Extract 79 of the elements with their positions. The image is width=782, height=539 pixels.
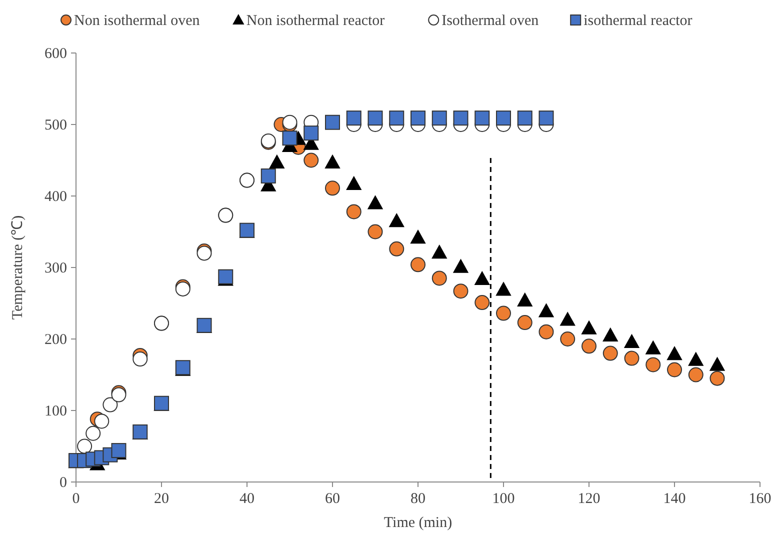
point xyxy=(368,110,383,126)
point xyxy=(260,168,276,184)
point xyxy=(688,367,704,382)
x-tick-label: 0 xyxy=(72,491,80,507)
point xyxy=(560,332,576,346)
point xyxy=(432,244,447,259)
point xyxy=(94,414,110,429)
x-tick-label: 20 xyxy=(154,491,169,507)
point xyxy=(474,110,490,126)
point xyxy=(496,110,511,126)
point xyxy=(325,114,340,130)
point xyxy=(432,270,447,286)
point xyxy=(282,130,298,146)
point xyxy=(517,110,532,126)
y-tick-label: 100 xyxy=(44,404,67,420)
x-tick-label: 60 xyxy=(325,491,340,507)
point xyxy=(346,110,362,126)
point xyxy=(496,282,511,296)
point xyxy=(517,315,532,330)
point xyxy=(269,154,284,168)
x-tick-label: 160 xyxy=(748,491,772,507)
point xyxy=(496,306,511,321)
point xyxy=(304,126,319,141)
y-tick-label: 0 xyxy=(60,475,67,491)
point xyxy=(517,292,532,306)
point xyxy=(410,110,426,126)
point xyxy=(346,176,362,190)
point xyxy=(710,370,725,386)
point xyxy=(410,257,426,272)
point xyxy=(368,224,383,240)
point xyxy=(389,214,404,228)
point xyxy=(602,346,618,361)
point xyxy=(646,340,661,354)
point xyxy=(667,362,682,378)
point xyxy=(624,350,640,366)
point xyxy=(538,304,554,318)
point xyxy=(582,338,596,354)
point xyxy=(624,334,640,348)
x-tick-label: 40 xyxy=(240,491,254,507)
point xyxy=(325,180,340,196)
x-tick-label: 100 xyxy=(492,491,515,507)
point xyxy=(538,324,554,340)
point xyxy=(474,271,490,286)
point xyxy=(432,110,447,126)
x-axis-title: Time (min) xyxy=(384,515,452,531)
x-tick-label: 140 xyxy=(663,491,686,507)
y-tick-label: 500 xyxy=(44,118,67,134)
point xyxy=(132,352,148,367)
x-tick-label: 80 xyxy=(410,491,426,507)
point xyxy=(667,346,682,360)
legend-label: Isothermal oven xyxy=(442,13,540,29)
point xyxy=(688,352,704,366)
y-axis-title: Temperature (℃) xyxy=(10,215,26,320)
point xyxy=(602,328,618,342)
point xyxy=(453,110,468,126)
point xyxy=(582,320,596,334)
point xyxy=(560,312,576,326)
point xyxy=(218,269,234,284)
legend-label: Non isothermal oven xyxy=(74,13,200,29)
point xyxy=(453,284,468,299)
point xyxy=(410,230,426,244)
point xyxy=(538,110,554,126)
point xyxy=(389,241,404,256)
point xyxy=(453,259,468,273)
x-tick-label: 120 xyxy=(578,491,600,507)
legend-label: isothermal reactor xyxy=(584,13,692,29)
y-tick-label: 300 xyxy=(44,260,67,276)
point xyxy=(389,110,404,126)
point xyxy=(646,357,661,372)
point xyxy=(304,152,319,168)
legend-label: Non isothermal reactor xyxy=(246,13,385,29)
point xyxy=(325,154,340,168)
y-tick-label: 400 xyxy=(44,189,67,205)
y-tick-label: 200 xyxy=(44,332,67,348)
point xyxy=(368,196,383,210)
point xyxy=(710,357,725,371)
point xyxy=(346,204,362,220)
point xyxy=(474,295,490,310)
y-tick-label: 600 xyxy=(44,46,67,62)
